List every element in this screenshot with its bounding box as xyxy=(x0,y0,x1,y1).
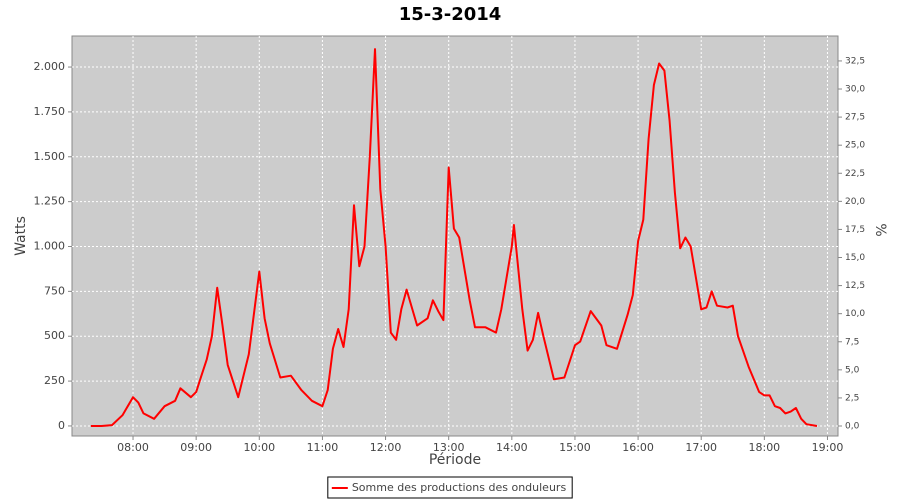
x-tick-label: 11:00 xyxy=(307,441,339,454)
x-tick-label: 18:00 xyxy=(748,441,780,454)
x-tick-label: 10:00 xyxy=(243,441,275,454)
chart-title: 15-3-2014 xyxy=(399,4,502,25)
legend: Somme des productions des onduleurs xyxy=(327,476,573,499)
y-tick-label: 500 xyxy=(44,329,65,342)
y2-tick-label: 17,5 xyxy=(845,225,865,235)
y2-tick-label: 20,0 xyxy=(845,197,865,207)
x-tick-label: 16:00 xyxy=(622,441,654,454)
y2-tick-label: 10,0 xyxy=(845,309,865,319)
y2-tick-label: 15,0 xyxy=(845,253,865,263)
x-tick-label: 12:00 xyxy=(370,441,402,454)
x-axis-title: Période xyxy=(429,452,481,468)
y2-tick-label: 0,0 xyxy=(845,422,860,432)
y2-tick-label: 7,5 xyxy=(845,337,859,347)
y-tick-label: 1.500 xyxy=(34,150,66,163)
x-tick-label: 08:00 xyxy=(117,441,149,454)
y-tick-label: 2.000 xyxy=(34,60,66,73)
y2-tick-label: 27,5 xyxy=(845,113,865,123)
y2-axis-title: % xyxy=(872,223,888,236)
y2-tick-label: 2,5 xyxy=(845,393,859,403)
y-tick-label: 1.250 xyxy=(34,195,66,208)
y2-tick-label: 30,0 xyxy=(845,85,865,95)
y2-tick-label: 5,0 xyxy=(845,365,860,375)
plot-area xyxy=(71,35,839,437)
x-tick-label: 09:00 xyxy=(180,441,212,454)
y2-tick-label: 12,5 xyxy=(845,281,865,291)
data-line xyxy=(90,48,818,427)
y-tick-label: 1.750 xyxy=(34,105,66,118)
y-tick-label: 750 xyxy=(44,284,65,297)
x-tick-label: 19:00 xyxy=(812,441,844,454)
y2-tick-label: 22,5 xyxy=(845,169,865,179)
y-tick-label: 1.000 xyxy=(34,239,66,252)
legend-label: Somme des productions des onduleurs xyxy=(352,481,567,494)
y2-tick-label: 25,0 xyxy=(845,141,865,151)
x-tick-label: 13:00 xyxy=(433,441,465,454)
x-tick-label: 15:00 xyxy=(559,441,591,454)
y-tick-label: 0 xyxy=(58,419,65,432)
y-axis-title: Watts xyxy=(13,216,29,256)
y2-tick-label: 32,5 xyxy=(845,56,865,66)
x-tick-label: 17:00 xyxy=(685,441,717,454)
x-tick-label: 14:00 xyxy=(496,441,528,454)
legend-box xyxy=(327,476,573,499)
y-tick-label: 250 xyxy=(44,374,65,387)
